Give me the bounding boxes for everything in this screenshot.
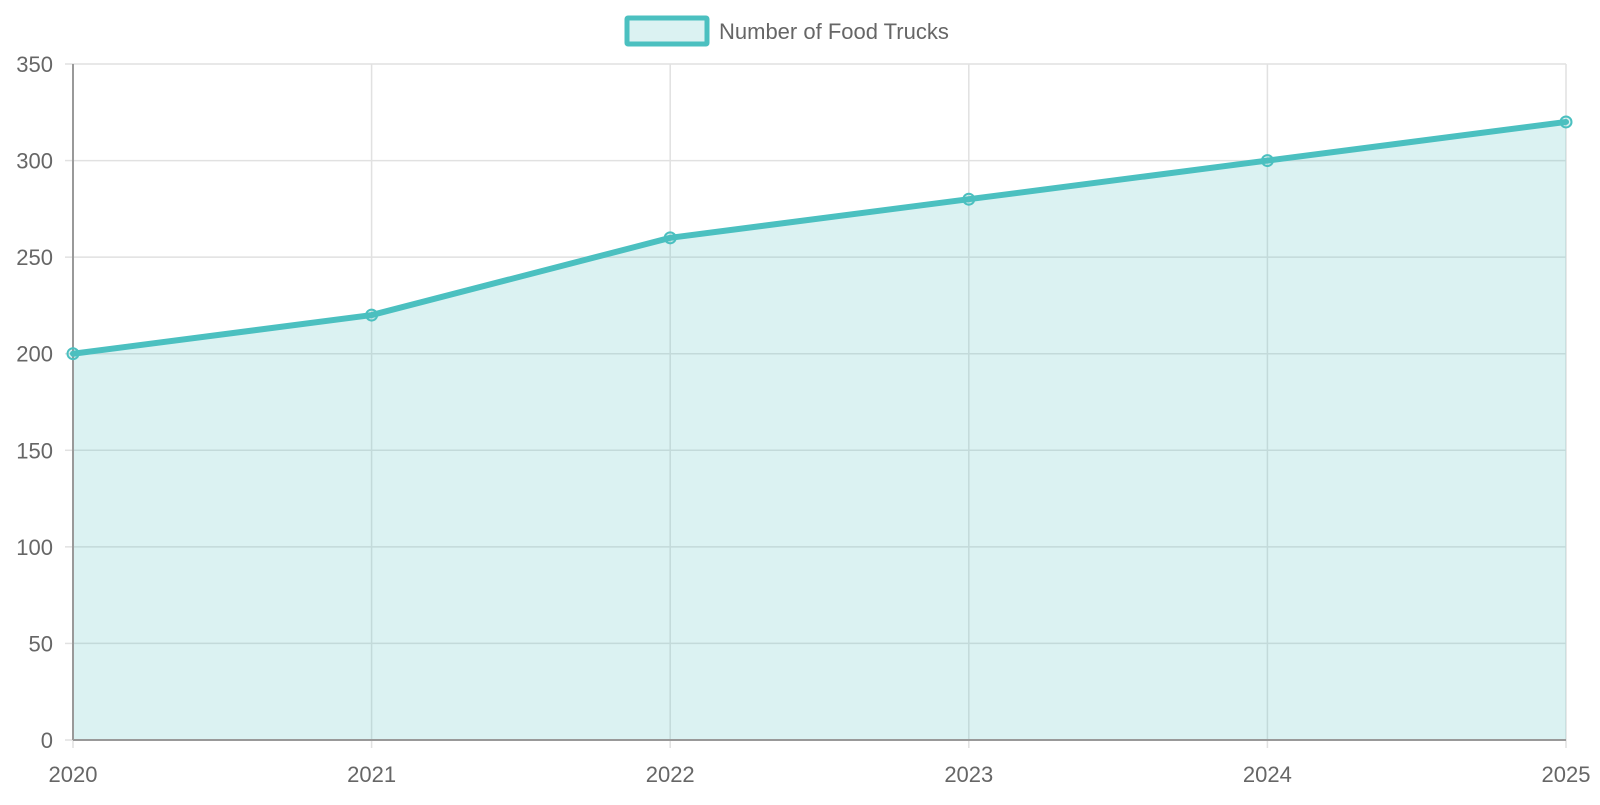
series-line-layer (70, 118, 1569, 357)
data-point-2021[interactable] (365, 308, 379, 322)
axes (72, 64, 1566, 741)
y-tick-label: 350 (16, 52, 53, 77)
legend-swatch-food-trucks[interactable] (624, 15, 710, 47)
y-tick-label: 0 (41, 728, 53, 753)
series-line-food-trucks (70, 118, 1569, 357)
data-point-2025[interactable] (1559, 115, 1573, 129)
data-points-layer[interactable] (66, 115, 1573, 361)
area-layer (73, 121, 1566, 740)
data-point-2024[interactable] (1260, 154, 1274, 168)
y-axis-tick-labels: 0 50 100 150 200 250 300 350 (16, 52, 53, 753)
legend[interactable]: Number of Food Trucks (624, 15, 949, 47)
x-tick-label: 2023 (944, 762, 993, 787)
x-tick-label: 2025 (1542, 762, 1591, 787)
y-tick-label: 200 (16, 342, 53, 367)
y-tick-label: 50 (29, 631, 53, 656)
data-point-2023[interactable] (962, 192, 976, 206)
y-tick-label: 250 (16, 245, 53, 270)
y-tick-label: 300 (16, 149, 53, 174)
x-tick-label: 2020 (49, 762, 98, 787)
x-tick-label: 2021 (347, 762, 396, 787)
x-axis-tick-labels: 2020 2021 2022 2023 2024 2025 (49, 762, 1591, 787)
x-tick-label: 2024 (1243, 762, 1292, 787)
data-point-2022[interactable] (663, 231, 677, 245)
y-tick-label: 100 (16, 535, 53, 560)
series-area-fill (73, 121, 1566, 740)
data-point-2020[interactable] (66, 347, 80, 361)
x-tick-label: 2022 (646, 762, 695, 787)
legend-label-food-trucks[interactable]: Number of Food Trucks (719, 19, 949, 44)
y-tick-label: 150 (16, 438, 53, 463)
